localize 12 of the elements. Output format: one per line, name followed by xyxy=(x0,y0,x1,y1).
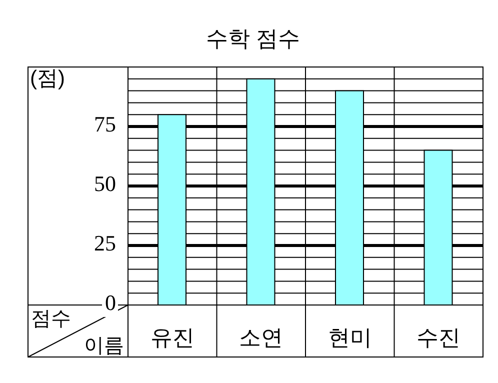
text: 점수 xyxy=(31,308,71,330)
chart-title: 수학 점수 xyxy=(206,26,300,51)
y-tick-label: 75 xyxy=(94,112,116,137)
y-axis-title: (점) xyxy=(30,67,65,90)
x-tick-label: 현미 xyxy=(328,324,372,350)
y-tick-label: 0 xyxy=(105,290,116,316)
x-axis-title: 이름 xyxy=(84,335,124,357)
y-tick-label: 25 xyxy=(94,230,116,256)
x-tick-label: 유진 xyxy=(150,324,194,350)
x-tick-label: 수진 xyxy=(416,324,461,350)
y-tick-label: 50 xyxy=(94,171,116,196)
x-tick-label: 소연 xyxy=(239,324,284,350)
